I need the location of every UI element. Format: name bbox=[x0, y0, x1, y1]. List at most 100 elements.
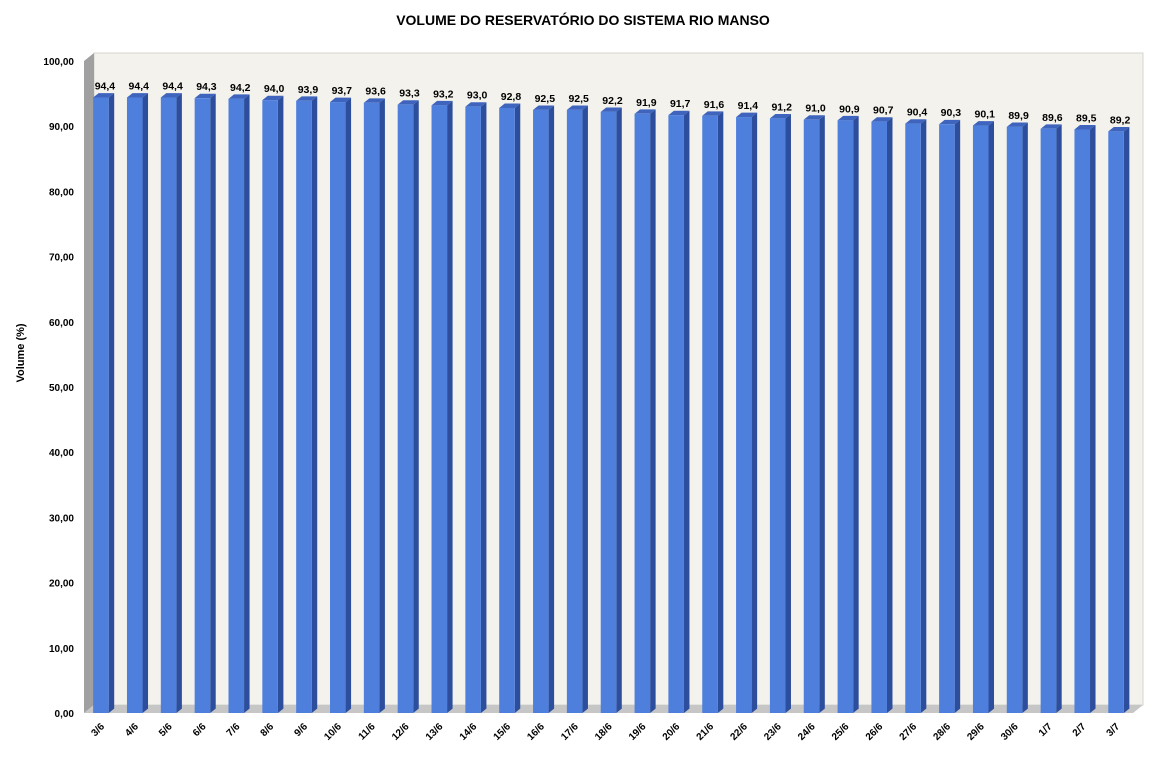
bar bbox=[397, 100, 419, 713]
x-tick-label: 13/6 bbox=[424, 721, 446, 743]
y-tick-label: 30,00 bbox=[49, 513, 74, 524]
bar-side bbox=[1022, 122, 1028, 713]
y-tick-label: 70,00 bbox=[49, 253, 74, 264]
y-tick-label: 20,00 bbox=[49, 579, 74, 590]
bar bbox=[905, 119, 927, 714]
bar-front bbox=[634, 113, 651, 713]
side-wall bbox=[84, 53, 94, 713]
bar bbox=[837, 115, 859, 713]
bar bbox=[431, 100, 453, 714]
bar-front bbox=[600, 111, 617, 713]
bar-side bbox=[785, 113, 791, 713]
data-label: 90,1 bbox=[975, 109, 996, 121]
bar-side bbox=[379, 98, 385, 713]
bar-top bbox=[769, 113, 791, 119]
bar-side bbox=[514, 103, 521, 713]
bar-top bbox=[871, 117, 893, 122]
bar bbox=[769, 113, 791, 714]
x-tick-label: 24/6 bbox=[796, 721, 818, 743]
data-label: 93,2 bbox=[433, 88, 454, 100]
bar bbox=[194, 93, 216, 714]
bar-side bbox=[988, 121, 995, 713]
data-label: 92,5 bbox=[568, 93, 589, 105]
bar-front bbox=[566, 109, 583, 713]
bar-top bbox=[499, 103, 521, 108]
bar-side bbox=[142, 93, 149, 713]
bar bbox=[736, 112, 758, 713]
bar-top bbox=[262, 95, 284, 101]
data-label: 91,0 bbox=[805, 103, 826, 115]
bar-front bbox=[1074, 129, 1091, 713]
bar-front bbox=[262, 100, 278, 714]
x-tick-label: 29/6 bbox=[965, 721, 987, 743]
x-tick-label: 9/6 bbox=[292, 721, 310, 739]
bar-side bbox=[311, 96, 318, 713]
x-tick-label: 27/6 bbox=[898, 721, 920, 743]
bar-top bbox=[736, 112, 758, 118]
bar-top bbox=[1108, 127, 1130, 132]
y-tick-label: 0,00 bbox=[55, 709, 75, 720]
bar bbox=[93, 93, 115, 713]
bar-front bbox=[93, 97, 109, 713]
bar bbox=[296, 96, 318, 714]
data-label: 92,5 bbox=[535, 93, 556, 105]
bar bbox=[600, 107, 622, 714]
bar-side bbox=[616, 107, 622, 714]
bar bbox=[262, 95, 284, 714]
bar bbox=[533, 105, 555, 713]
x-tick-label: 16/6 bbox=[525, 721, 547, 743]
bar-top bbox=[296, 96, 318, 101]
bar-top bbox=[837, 115, 859, 121]
bar-side bbox=[819, 115, 825, 713]
data-label: 90,7 bbox=[873, 105, 894, 117]
bar-top bbox=[803, 115, 825, 120]
bar-top bbox=[600, 107, 622, 112]
bar-top bbox=[160, 93, 182, 98]
bar-front bbox=[702, 115, 718, 713]
bar-side bbox=[1056, 124, 1062, 713]
bar-front bbox=[126, 97, 143, 713]
bar-side bbox=[447, 100, 453, 714]
bar bbox=[972, 121, 995, 714]
bar bbox=[330, 97, 352, 714]
bar-side bbox=[582, 105, 588, 713]
y-axis-ticks: 0,00 10,00 20,00 30,00 40,00 50,00 60,00 70,00 8… bbox=[43, 57, 74, 720]
bar-top bbox=[397, 100, 419, 105]
bar bbox=[1108, 127, 1130, 714]
y-tick-label: 90,00 bbox=[49, 122, 74, 133]
bar-top bbox=[566, 105, 588, 110]
y-tick-label: 40,00 bbox=[49, 448, 74, 459]
x-tick-label: 22/6 bbox=[728, 721, 750, 743]
bar-side bbox=[650, 109, 656, 714]
bar-front bbox=[837, 120, 854, 713]
data-label: 90,9 bbox=[839, 103, 860, 115]
bar-top bbox=[431, 100, 453, 106]
bar bbox=[465, 102, 487, 714]
y-tick-label: 100,00 bbox=[43, 57, 74, 68]
bar bbox=[803, 115, 825, 714]
x-tick-label: 2/7 bbox=[1071, 721, 1089, 739]
bar-front bbox=[939, 124, 955, 713]
bar bbox=[566, 105, 588, 713]
bar-side bbox=[176, 93, 182, 713]
bar-top bbox=[1006, 122, 1028, 127]
y-tick-label: 60,00 bbox=[49, 318, 74, 329]
x-tick-label: 10/6 bbox=[322, 721, 344, 743]
data-label: 90,4 bbox=[907, 107, 928, 119]
bar-side bbox=[954, 119, 961, 714]
bar-top bbox=[93, 93, 115, 98]
bar-front bbox=[160, 97, 177, 713]
x-tick-label: 11/6 bbox=[357, 721, 378, 742]
y-tick-label: 50,00 bbox=[49, 383, 74, 394]
bar bbox=[1074, 125, 1096, 713]
x-tick-label: 25/6 bbox=[830, 721, 852, 743]
data-label: 94,4 bbox=[95, 81, 116, 93]
bar bbox=[668, 110, 690, 714]
x-tick-label: 20/6 bbox=[661, 721, 683, 743]
data-label: 90,3 bbox=[941, 107, 962, 119]
y-tick-label: 10,00 bbox=[49, 644, 74, 655]
x-tick-label: 26/6 bbox=[864, 721, 886, 743]
bar-top bbox=[465, 102, 487, 107]
data-label: 93,6 bbox=[365, 86, 386, 98]
